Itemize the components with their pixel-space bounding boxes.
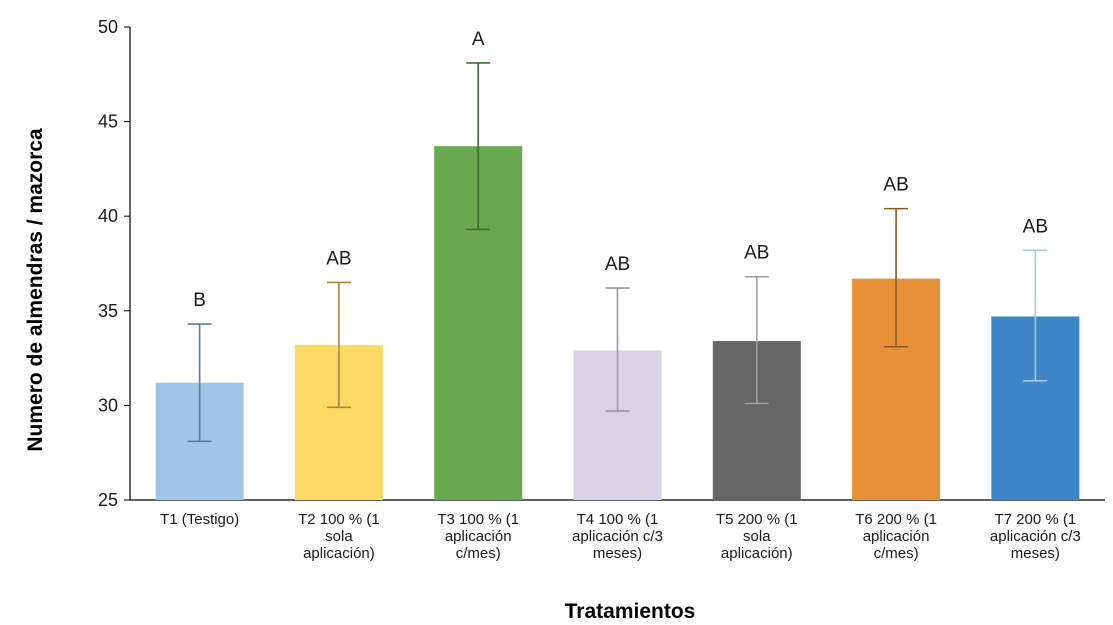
category-label-line: aplicación bbox=[445, 528, 512, 545]
error-bars-group bbox=[187, 62, 1048, 443]
category-label-line: sola bbox=[325, 528, 353, 545]
category-label-line: c/mes) bbox=[456, 545, 501, 562]
y-tick-label: 35 bbox=[98, 301, 118, 321]
y-tick-label: 50 bbox=[98, 17, 118, 37]
y-tick-label: 45 bbox=[98, 112, 118, 132]
y-tick-label: 25 bbox=[98, 490, 118, 510]
category-label-line: T1 (Testigo) bbox=[160, 511, 239, 528]
category-label-line: T6 200 % (1 bbox=[855, 511, 937, 528]
category-label-line: T4 100 % (1 bbox=[577, 511, 659, 528]
category-label-line: aplicación) bbox=[303, 545, 375, 562]
bars-group bbox=[155, 146, 1080, 501]
significance-label: AB bbox=[744, 243, 769, 264]
significance-label: AB bbox=[326, 248, 351, 269]
category-label: T5 200 % (1 sola aplicación) bbox=[716, 511, 798, 562]
category-label: T4 100 % (1 aplicación c/3 meses) bbox=[572, 511, 663, 562]
category-label-line: T2 100 % (1 bbox=[298, 511, 380, 528]
category-label: T6 200 % (1 aplicación c/mes) bbox=[855, 511, 937, 562]
category-label-line: aplicación c/3 bbox=[572, 528, 663, 545]
category-label-line: aplicación bbox=[863, 528, 930, 545]
y-axis-tick-labels: 25 30 35 40 45 50 bbox=[98, 17, 130, 510]
category-label-line: T7 200 % (1 bbox=[994, 511, 1076, 528]
y-tick-label: 40 bbox=[98, 206, 118, 226]
category-label-line: meses) bbox=[593, 545, 642, 562]
significance-label: AB bbox=[1023, 216, 1048, 237]
category-label-line: meses) bbox=[1011, 545, 1060, 562]
category-label: T2 100 % (1 sola aplicación) bbox=[298, 511, 380, 562]
category-label: T3 100 % (1 aplicación c/mes) bbox=[437, 511, 519, 562]
category-label-line: aplicación) bbox=[721, 545, 793, 562]
category-label-line: T3 100 % (1 bbox=[437, 511, 519, 528]
category-label: T1 (Testigo) bbox=[160, 511, 239, 528]
y-tick-label: 30 bbox=[98, 395, 118, 415]
category-label-line: aplicación c/3 bbox=[990, 528, 1081, 545]
significance-label: B bbox=[193, 290, 206, 311]
category-label-line: sola bbox=[743, 528, 771, 545]
significance-label: A bbox=[472, 29, 485, 50]
significance-label: AB bbox=[605, 254, 630, 275]
category-labels-group: T1 (Testigo) T2 100 % (1 sola aplicación)T3… bbox=[160, 511, 1081, 562]
x-axis-title: Tratamientos bbox=[565, 600, 696, 623]
y-axis-title: Numero de almendras / mazorca bbox=[24, 128, 47, 452]
significance-label: AB bbox=[883, 175, 908, 196]
category-label-line: T5 200 % (1 bbox=[716, 511, 798, 528]
category-label-line: c/mes) bbox=[874, 545, 919, 562]
significance-labels-group: B AB A AB AB AB AB bbox=[193, 29, 1048, 311]
category-label: T7 200 % (1 aplicación c/3 meses) bbox=[990, 511, 1081, 562]
